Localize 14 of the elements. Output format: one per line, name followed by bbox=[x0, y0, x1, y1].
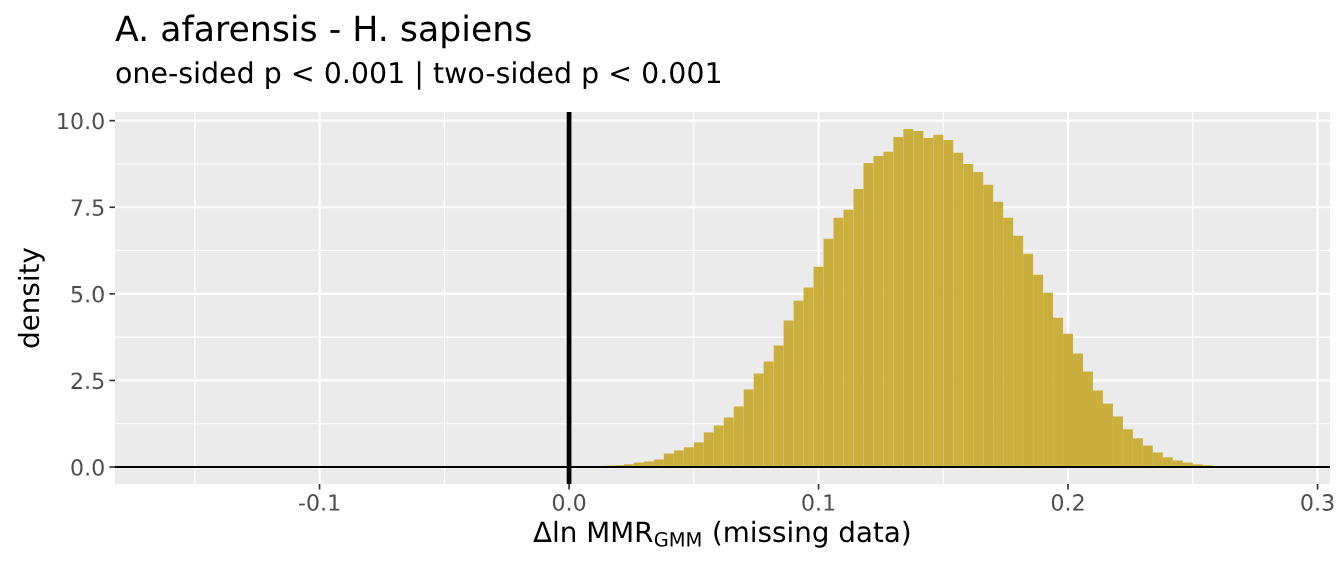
x-tick-label: 0.3 bbox=[1301, 494, 1334, 511]
x-tick-label: 0.1 bbox=[802, 494, 835, 511]
x-tick-label: 0.2 bbox=[1051, 494, 1084, 511]
x-tick-label: -0.1 bbox=[298, 494, 340, 511]
chart-subtitle: one-sided p < 0.001 | two-sided p < 0.001 bbox=[116, 61, 720, 90]
x-axis-title: Δln MMR$_{GMM}$ (missing data) bbox=[533, 520, 910, 548]
x-tick-label: 0.0 bbox=[552, 494, 586, 511]
chart-title: A. afarensis - H. sapiens bbox=[115, 14, 531, 49]
y-axis-title: density bbox=[17, 247, 45, 348]
y-tick-label: 10.0 bbox=[58, 112, 104, 130]
y-tick-label: 0.0 bbox=[71, 458, 104, 476]
y-tick-label: 7.5 bbox=[71, 199, 104, 217]
y-tick-label: 2.5 bbox=[71, 372, 104, 390]
y-tick-label: 5.0 bbox=[71, 285, 104, 303]
